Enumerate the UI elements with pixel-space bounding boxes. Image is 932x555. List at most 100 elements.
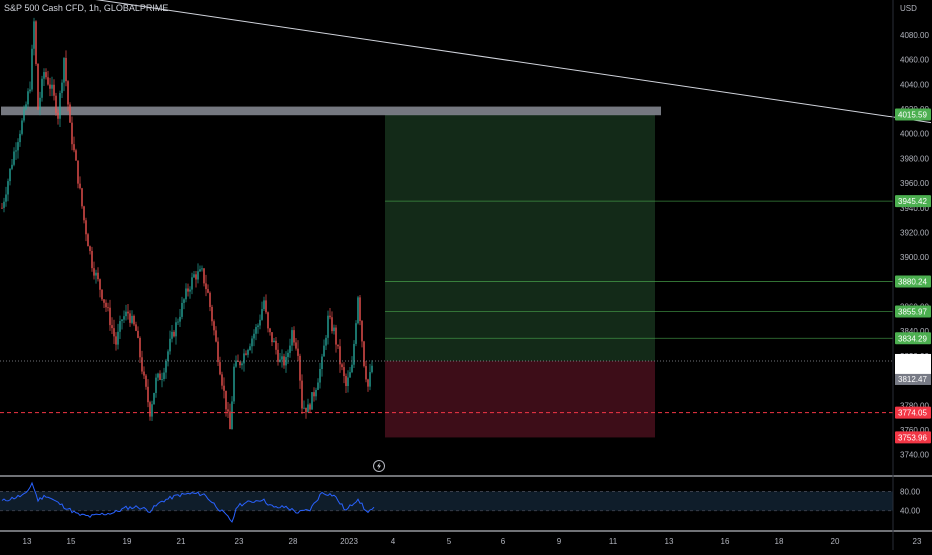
candle-body (9, 168, 11, 182)
candle-body (5, 194, 7, 202)
candle-body (231, 401, 233, 430)
candle-body (241, 363, 243, 366)
candle-body (127, 311, 129, 314)
position-loss-zone[interactable] (385, 360, 655, 438)
time-tick-label: 20 (831, 537, 840, 546)
candle-body (177, 321, 179, 323)
candle-body (263, 300, 265, 310)
rsi-line[interactable] (1, 481, 375, 523)
candle-body (49, 84, 51, 89)
tp-price-badge: 3834.29 (898, 334, 927, 343)
candle-body (221, 374, 223, 386)
candle-body (103, 299, 105, 303)
tp-price-badge-bg[interactable] (895, 275, 931, 288)
candle-body (235, 360, 237, 367)
tp-price-badge-bg[interactable] (895, 332, 931, 345)
candle-body (53, 84, 55, 96)
candle-body (233, 366, 235, 402)
candle-body (293, 330, 295, 343)
candle-body (255, 327, 257, 334)
pending-price-badge-bg[interactable] (895, 373, 931, 385)
price-tick-label: 4040.00 (900, 80, 929, 89)
candle-body (351, 364, 353, 373)
candle-body (123, 316, 125, 320)
time-tick-label: 19 (123, 537, 132, 546)
trendline[interactable] (85, 0, 932, 124)
candle-body (169, 338, 171, 352)
candle-body (133, 315, 135, 325)
time-tick-label: 4 (391, 537, 396, 546)
time-tick-label: 28 (289, 537, 298, 546)
candle-body (11, 164, 13, 169)
tp-price-badge-bg[interactable] (895, 305, 931, 318)
candle-body (117, 331, 119, 345)
candle-body (89, 246, 91, 252)
stop-price-badge: 3753.96 (898, 433, 927, 442)
candle-body (91, 251, 93, 269)
candle-body (317, 382, 319, 390)
candle-body (275, 340, 277, 350)
candle-body (7, 181, 9, 195)
candle-body (245, 353, 247, 355)
price-tick-label: 3920.00 (900, 228, 929, 237)
candle-body (325, 337, 327, 346)
candle-body (229, 411, 231, 430)
candle-body (179, 316, 181, 322)
candle-body (311, 392, 313, 410)
symbol-title[interactable]: S&P 500 Cash CFD, 1h, GLOBALPRIME (4, 3, 169, 13)
candle-body (345, 376, 347, 387)
candle-body (15, 150, 17, 152)
resistance-zone[interactable] (1, 106, 661, 116)
candle-body (45, 72, 47, 78)
candle-body (21, 120, 23, 134)
candle-body (277, 349, 279, 362)
candle-body (97, 272, 99, 280)
price-tick-label: 4080.00 (900, 31, 929, 40)
price-tick-label: 3840.00 (900, 327, 929, 336)
candle-body (1, 207, 3, 209)
support-price-badge: 3774.05 (898, 409, 927, 418)
time-tick-label: 2023 (340, 537, 358, 546)
candle-body (155, 377, 157, 393)
tp-price-badge-bg[interactable] (895, 195, 931, 208)
candle-body (107, 307, 109, 309)
candle-body (135, 324, 137, 331)
candle-body (153, 392, 155, 405)
candle-body (257, 325, 259, 328)
candle-body (111, 325, 113, 329)
current-price-badge-bg[interactable] (895, 353, 931, 374)
candle-body (105, 302, 107, 308)
candle-body (211, 306, 213, 322)
candle-body (215, 330, 217, 342)
candle-body (85, 220, 87, 235)
candle-body (341, 364, 343, 368)
price-tick-label: 3980.00 (900, 154, 929, 163)
candle-body (35, 21, 37, 64)
price-tick-label: 4060.00 (900, 56, 929, 65)
currency-label: USD (900, 4, 917, 13)
candle-body (59, 92, 61, 119)
rsi-tick-label: 80.00 (900, 487, 921, 496)
candle-body (29, 89, 31, 92)
candle-body (301, 380, 303, 409)
price-tick-label: 4000.00 (900, 130, 929, 139)
time-tick-label: 11 (609, 537, 618, 546)
rsi-pane: 80.00 40.00 (0, 481, 921, 523)
time-tick-label: 23 (913, 537, 922, 546)
support-price-badge-bg[interactable] (895, 406, 931, 419)
price-tick-label: 3780.00 (900, 401, 929, 410)
candle-body (223, 385, 225, 391)
candle-body (151, 404, 153, 417)
candle-body (37, 63, 39, 110)
candle-body (67, 81, 69, 105)
candle-body (61, 82, 63, 93)
target-price-badge-bg[interactable] (895, 108, 931, 121)
stop-price-badge-bg[interactable] (895, 431, 931, 444)
candle-body (283, 356, 285, 366)
position-profit-zone[interactable] (385, 114, 655, 361)
candle-body (227, 409, 229, 412)
candle-body (349, 372, 351, 378)
price-tick-label: 3740.00 (900, 451, 929, 460)
